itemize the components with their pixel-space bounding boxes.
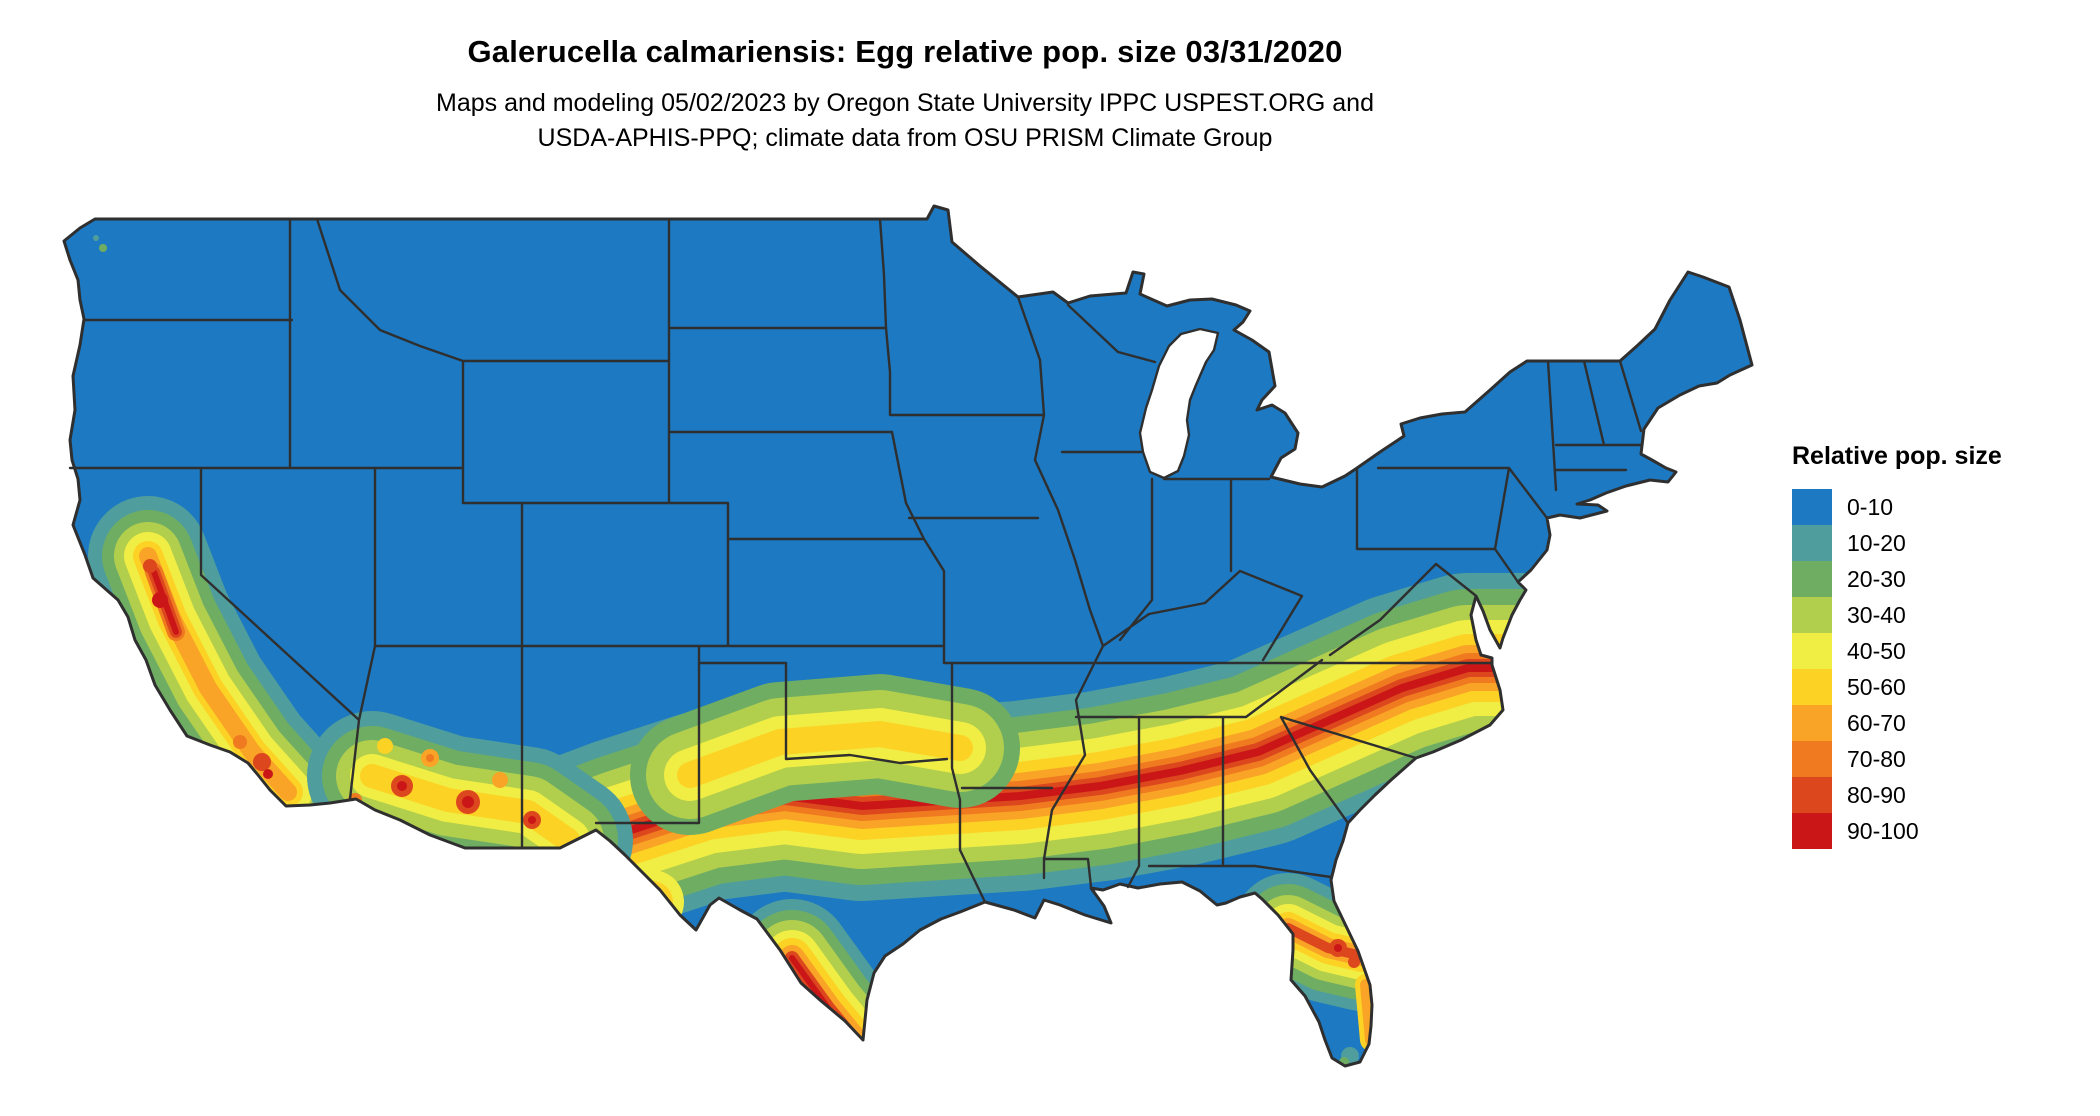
hotspot — [528, 816, 536, 824]
hotspot — [263, 769, 273, 779]
map-subtitle: Maps and modeling 05/02/2023 by Oregon S… — [0, 86, 1810, 156]
hotspot — [377, 738, 393, 754]
legend-item: 0-10 — [1792, 489, 2002, 525]
legend-item-label: 30-40 — [1847, 601, 1906, 628]
legend-item: 20-30 — [1792, 561, 2002, 597]
legend-color-swatch — [1792, 705, 1832, 741]
legend-item: 70-80 — [1792, 741, 2002, 777]
hotspot — [426, 754, 434, 762]
legend-items: 0-10 10-20 20-30 30-40 40-50 50-60 60-70 70-80 8… — [1792, 489, 2002, 849]
coolspot — [93, 235, 99, 241]
hotspot — [1348, 956, 1360, 968]
legend-color-swatch — [1792, 669, 1832, 705]
legend-color-swatch — [1792, 489, 1832, 525]
legend-item: 10-20 — [1792, 525, 2002, 561]
legend: Relative pop. size 0-10 10-20 20-30 30-40 40… — [1792, 442, 2002, 849]
legend-item: 60-70 — [1792, 705, 2002, 741]
florida-band — [1283, 923, 1367, 961]
hotspot — [233, 735, 247, 749]
legend-item: 50-60 — [1792, 669, 2002, 705]
hotspot — [397, 781, 407, 791]
hotspot — [462, 796, 474, 808]
map-subtitle-line2: USDA-APHIS-PPQ; climate data from OSU PR… — [537, 124, 1273, 152]
hotspot — [143, 559, 157, 573]
hotspot — [253, 753, 271, 771]
map-subtitle-line1: Maps and modeling 05/02/2023 by Oregon S… — [436, 89, 1374, 117]
legend-item: 40-50 — [1792, 633, 2002, 669]
legend-item-label: 40-50 — [1847, 637, 1906, 664]
legend-color-swatch — [1792, 633, 1832, 669]
hotspot — [152, 592, 168, 608]
legend-item-label: 50-60 — [1847, 673, 1906, 700]
legend-title: Relative pop. size — [1792, 442, 2002, 470]
legend-color-swatch — [1792, 741, 1832, 777]
legend-item-label: 90-100 — [1847, 817, 1919, 844]
legend-color-swatch — [1792, 561, 1832, 597]
legend-color-swatch — [1792, 525, 1832, 561]
coolspot — [99, 244, 107, 252]
legend-item-label: 60-70 — [1847, 709, 1906, 736]
legend-color-swatch — [1792, 777, 1832, 813]
state-borders — [68, 217, 1643, 904]
map-title: Galerucella calmariensis: Egg relative p… — [467, 34, 1343, 69]
legend-item-label: 20-30 — [1847, 565, 1906, 592]
legend-item-label: 10-20 — [1847, 529, 1906, 556]
legend-color-swatch — [1792, 813, 1832, 849]
legend-item: 30-40 — [1792, 597, 2002, 633]
legend-color-swatch — [1792, 597, 1832, 633]
hotspot — [1334, 944, 1342, 952]
legend-item-label: 80-90 — [1847, 781, 1906, 808]
lake-michigan — [1138, 327, 1220, 480]
figure-header: Galerucella calmariensis: Egg relative p… — [0, 0, 1810, 156]
legend-item-label: 70-80 — [1847, 745, 1906, 772]
legend-item-label: 0-10 — [1847, 493, 1894, 520]
hotspot — [492, 772, 508, 788]
ok-bump — [677, 721, 973, 788]
legend-item: 80-90 — [1792, 777, 2002, 813]
legend-item: 90-100 — [1792, 813, 2002, 849]
